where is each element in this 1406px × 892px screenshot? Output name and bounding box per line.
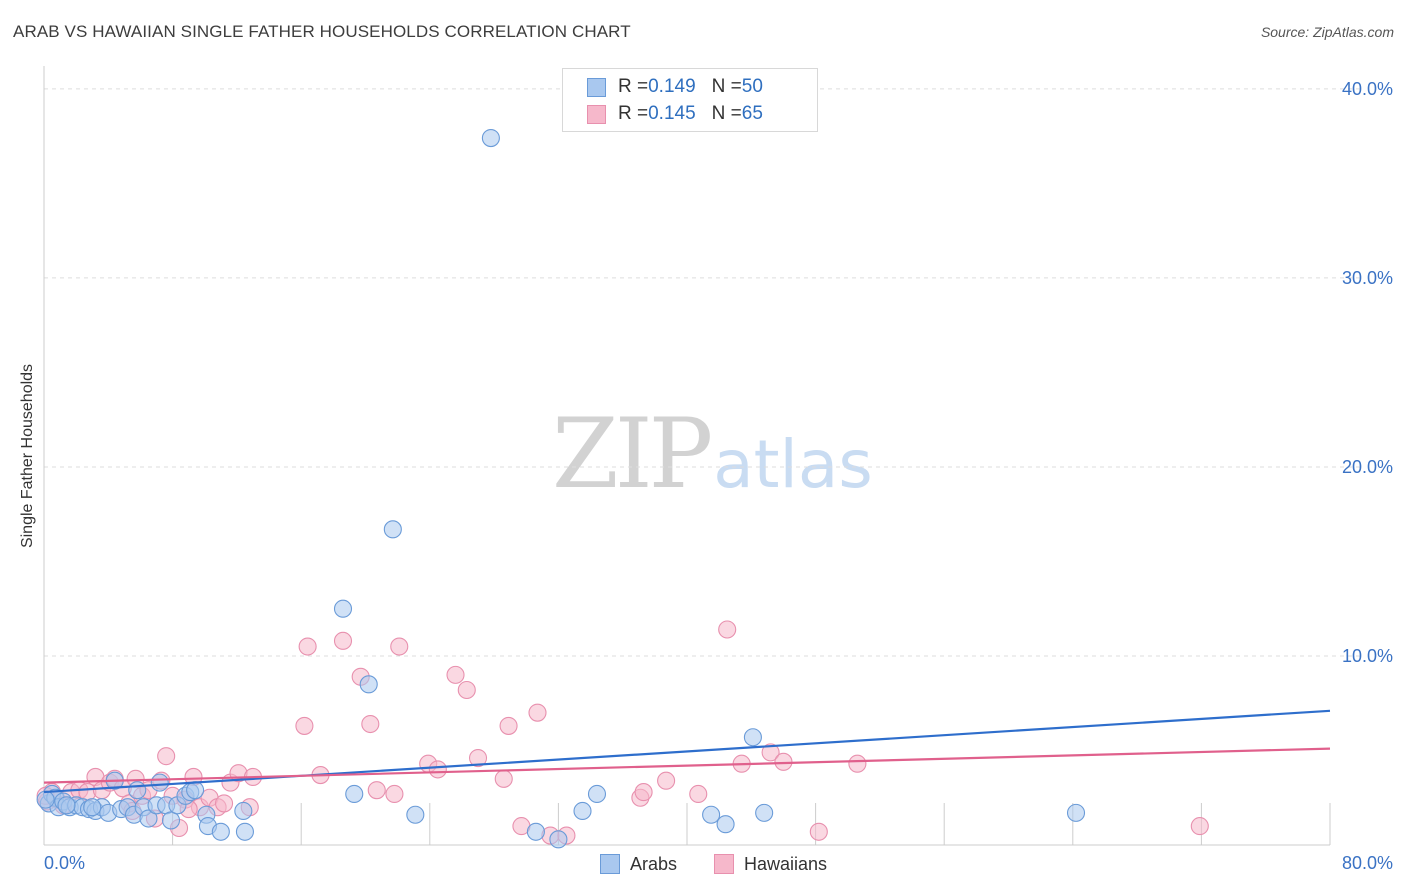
bottom-legend-hawaiians: Hawaiians	[714, 851, 827, 877]
hawaiians-point	[428, 760, 447, 779]
hawaiians-r-value: 0.145	[648, 103, 696, 124]
hawaiians-point	[157, 747, 176, 766]
arabs-point	[139, 809, 158, 828]
arabs-point	[383, 520, 402, 539]
x-tick-label-max: 80.0%	[1342, 853, 1393, 873]
arabs-point	[161, 811, 181, 830]
arabs-trend-line	[43, 709, 1331, 794]
hawaiians-point	[457, 680, 476, 700]
correlation-legend: R = 0.149 N = 50 R = 0.145 N = 65	[562, 68, 818, 132]
arabs-point	[36, 790, 55, 809]
arabs-point	[755, 803, 774, 822]
arabs-point	[743, 728, 762, 747]
arabs-point	[345, 784, 364, 804]
arabs-legend-label: Arabs	[630, 853, 678, 874]
legend-row-arabs: R = 0.149 N = 50	[587, 75, 763, 99]
hawaiians-point	[298, 637, 317, 656]
arabs-point	[234, 801, 253, 821]
arabs-legend-icon	[600, 854, 620, 874]
hawaiians-r-label: R =	[618, 103, 649, 124]
hawaiians-point	[446, 665, 465, 684]
hawaiians-point	[634, 783, 653, 802]
hawaiians-point	[385, 784, 404, 804]
arabs-point	[406, 805, 425, 824]
arabs-point	[359, 675, 378, 694]
y-tick-label: 40.0%	[1342, 79, 1393, 99]
arabs-point	[57, 796, 76, 815]
hawaiians-point	[295, 716, 314, 735]
hawaiians-swatch-icon	[587, 104, 606, 124]
arabs-point	[128, 781, 147, 800]
arabs-point	[481, 128, 500, 148]
hawaiians-point	[1190, 817, 1209, 836]
source-credit: Source: ZipAtlas.com	[1260, 24, 1394, 40]
hawaiians-point	[528, 703, 547, 722]
hawaiians-trend-line	[43, 747, 1331, 784]
hawaiians-legend-label: Hawaiians	[744, 853, 828, 874]
hawaiians-point	[214, 794, 234, 813]
bottom-legend-arabs: Arabs	[600, 851, 677, 877]
arabs-n-label: N =	[711, 76, 742, 97]
arabs-point	[186, 781, 205, 800]
hawaiians-n-value: 65	[741, 103, 763, 124]
arabs-swatch-icon	[587, 77, 606, 97]
arabs-point	[573, 801, 592, 821]
hawaiians-point	[494, 769, 513, 788]
arabs-point	[702, 805, 721, 824]
arabs-point	[83, 798, 102, 817]
hawaiians-point	[761, 743, 780, 762]
arabs-point	[211, 822, 230, 841]
hawaiians-point	[809, 822, 828, 841]
hawaiians-point	[361, 714, 380, 734]
chart-title: ARAB VS HAWAIIAN SINGLE FATHER HOUSEHOLD…	[13, 22, 631, 41]
hawaiians-n-label: N =	[711, 103, 742, 124]
arabs-point	[526, 822, 545, 841]
hawaiians-point	[468, 748, 488, 768]
arabs-r-value: 0.149	[648, 76, 696, 97]
arabs-point	[333, 599, 353, 618]
y-tick-label: 10.0%	[1342, 646, 1393, 666]
arabs-n-value: 50	[741, 76, 763, 97]
y-tick-label: 20.0%	[1342, 457, 1393, 477]
arabs-point	[150, 773, 169, 792]
x-tick-label-min: 0.0%	[44, 853, 85, 873]
hawaiians-point	[367, 781, 386, 800]
arabs-point	[1066, 803, 1086, 822]
hawaiians-point	[333, 631, 353, 650]
hawaiians-point	[689, 784, 708, 804]
y-tick-label: 30.0%	[1342, 268, 1393, 288]
arabs-point	[587, 784, 607, 804]
hawaiians-point	[718, 620, 737, 639]
arabs-r-label: R =	[618, 76, 649, 97]
arabs-point	[549, 830, 568, 849]
arabs-point	[235, 822, 254, 841]
hawaiians-point	[657, 771, 676, 790]
hawaiians-point	[499, 716, 518, 735]
hawaiians-point	[848, 754, 867, 773]
hawaiians-point	[390, 637, 409, 656]
legend-row-hawaiians: R = 0.145 N = 65	[587, 102, 763, 126]
hawaiians-legend-icon	[714, 854, 734, 874]
arabs-point	[716, 815, 735, 834]
